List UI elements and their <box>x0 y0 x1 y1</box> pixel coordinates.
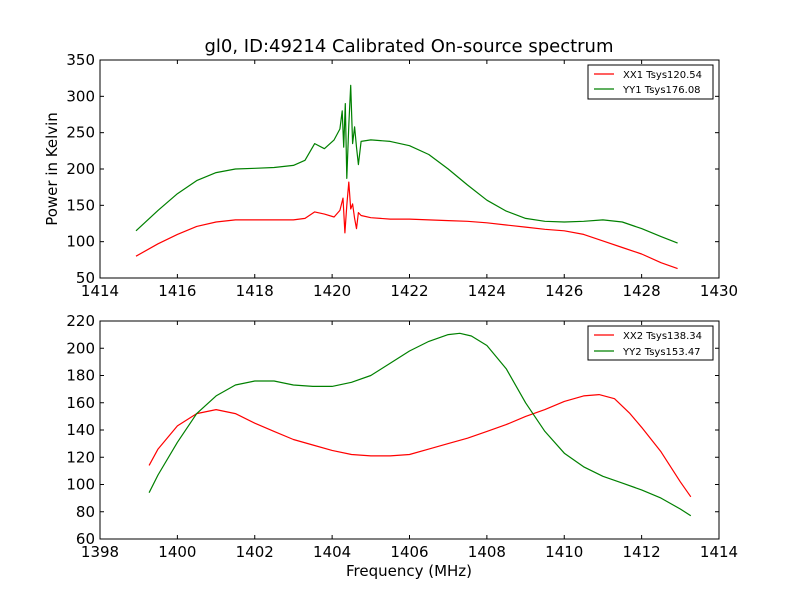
top-x-tick-label: 1426 <box>545 282 583 300</box>
bottom-legend: XX2 Tsys138.34 YY2 Tsys153.47 <box>587 325 714 361</box>
bottom-subplot: Frequency (MHz) 1398 1400 1402 1404 1406 1408… <box>66 312 738 580</box>
bottom-y-tick-label: 140 <box>66 421 95 439</box>
bottom-axis-ticks: 1398 1400 1402 1404 1406 1408 1410 1412 1414 60 80… <box>66 312 738 561</box>
bottom-x-tick-label: 1398 <box>81 543 119 561</box>
top-legend-label-yy1: YY1 Tsys176.08 <box>622 85 701 96</box>
top-x-tick-label: 1414 <box>81 282 119 300</box>
top-x-tick-label: 1418 <box>236 282 274 300</box>
top-axis-ticks: 1414 1416 1418 1420 1422 1424 1426 1428 1430 50 10… <box>66 51 738 300</box>
top-y-axis-label: Power in Kelvin <box>43 112 61 226</box>
top-series-line-yy1 <box>135 84 678 244</box>
top-axes-frame <box>99 59 720 279</box>
top-x-tick-label: 1416 <box>158 282 196 300</box>
top-plot-area <box>135 84 678 270</box>
bottom-y-tick-label: 220 <box>66 312 95 330</box>
bottom-y-tick-label: 120 <box>66 448 95 466</box>
top-y-tick-label: 100 <box>66 233 95 251</box>
top-legend: XX1 Tsys120.54 YY1 Tsys176.08 <box>587 64 714 100</box>
bottom-y-tick-label: 160 <box>66 394 95 412</box>
bottom-x-tick-label: 1408 <box>468 543 506 561</box>
top-x-tick-label: 1424 <box>468 282 506 300</box>
top-y-tick-label: 300 <box>66 87 95 105</box>
top-legend-box <box>587 64 714 100</box>
top-subplot: gl0, ID:49214 Calibrated On-source spect… <box>43 36 738 300</box>
top-x-tick-label: 1428 <box>623 282 661 300</box>
bottom-legend-label-yy2: YY2 Tsys153.47 <box>622 347 701 358</box>
bottom-series-line-yy2 <box>148 332 692 517</box>
bottom-y-tick-label: 60 <box>76 530 95 548</box>
top-y-tick-label: 50 <box>76 269 95 287</box>
top-y-tick-label: 250 <box>66 124 95 142</box>
bottom-y-tick-label: 180 <box>66 367 95 385</box>
bottom-x-tick-label: 1412 <box>623 543 661 561</box>
bottom-axes-frame <box>99 320 720 540</box>
top-y-tick-label: 350 <box>66 51 95 69</box>
top-legend-label-xx1: XX1 Tsys120.54 <box>623 70 702 81</box>
bottom-y-tick-label: 100 <box>66 476 95 494</box>
bottom-x-tick-label: 1410 <box>545 543 583 561</box>
top-chart-title: gl0, ID:49214 Calibrated On-source spect… <box>204 36 613 57</box>
bottom-plot-area <box>148 332 692 517</box>
bottom-x-tick-label: 1404 <box>313 543 351 561</box>
bottom-legend-box <box>587 325 714 361</box>
top-y-tick-label: 200 <box>66 160 95 178</box>
bottom-x-tick-label: 1400 <box>158 543 196 561</box>
bottom-series-line-xx2 <box>148 394 692 498</box>
bottom-y-tick-label: 200 <box>66 339 95 357</box>
bottom-x-tick-label: 1414 <box>700 543 738 561</box>
top-x-tick-label: 1430 <box>700 282 738 300</box>
bottom-y-tick-label: 80 <box>76 503 95 521</box>
top-series-line-xx1 <box>135 181 678 270</box>
bottom-x-tick-label: 1402 <box>236 543 274 561</box>
top-x-tick-label: 1420 <box>313 282 351 300</box>
top-y-tick-label: 150 <box>66 196 95 214</box>
top-x-tick-label: 1422 <box>390 282 428 300</box>
bottom-x-axis-label: Frequency (MHz) <box>346 562 472 580</box>
bottom-x-tick-label: 1406 <box>390 543 428 561</box>
bottom-legend-label-xx2: XX2 Tsys138.34 <box>623 331 702 342</box>
